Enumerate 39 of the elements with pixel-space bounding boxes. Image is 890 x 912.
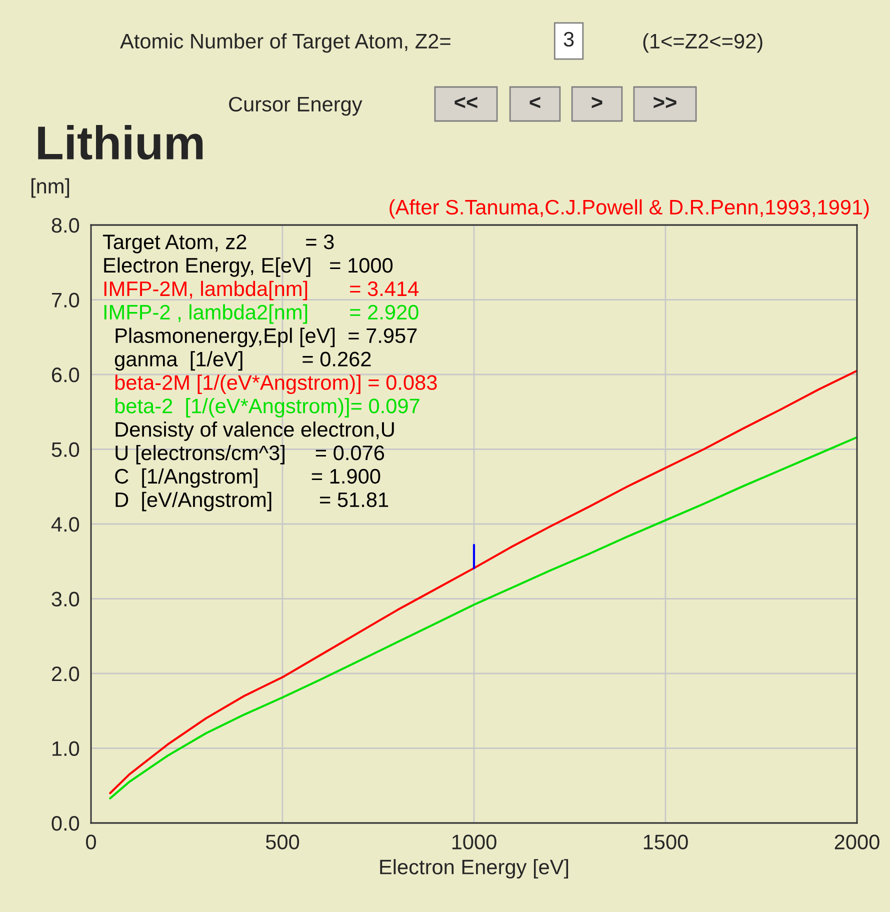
text: << <box>454 96 478 108</box>
y-tick-label: 7.0 <box>52 292 80 308</box>
text: (1<=Z2<=92) <box>643 33 762 53</box>
text: > <box>592 96 602 108</box>
annotation: D [eV/Angstrom] = 51.81 <box>116 492 388 512</box>
text: (After S.Tanuma,C.J.Powell & D.R.Penn,1993,1991) <box>390 199 869 219</box>
annotation: Electron Energy, E[eV] = 1000 <box>104 257 393 277</box>
annotation: Densisty of valence electron,U <box>116 422 394 441</box>
y-axis-title: [nm] <box>31 178 70 198</box>
annotation: IMFP-2M, lambda[nm] = 3.414 <box>104 280 419 300</box>
text: 3 <box>564 32 574 47</box>
annotation: beta-2M [1/(eV*Angstrom)] = 0.083 <box>115 374 437 394</box>
x-tick-label: 2000 <box>834 834 880 850</box>
text: Atomic Number of Target Atom, Z2= <box>120 33 450 53</box>
annotation: ganma [1/eV] = 0.262 <box>114 351 371 371</box>
x-tick-label: 1500 <box>644 834 688 850</box>
text: < <box>530 96 540 108</box>
text: Cursor Energy <box>229 96 362 116</box>
y-tick-label: 2.0 <box>52 666 80 682</box>
x-tick-label: 0 <box>86 834 96 850</box>
x-tick-label: 500 <box>266 834 300 850</box>
text: >> <box>654 96 676 108</box>
line-series <box>109 370 857 794</box>
annotation: IMFP-2 , lambda2[nm] = 2.920 <box>104 304 418 324</box>
y-tick-label: 3.0 <box>52 592 80 607</box>
y-tick-label: 8.0 <box>52 218 80 233</box>
annotation: C [1/Angstrom] = 1.900 <box>115 468 380 488</box>
x-tick-label: 1000 <box>452 834 496 850</box>
chart-title: Lithium <box>38 124 203 160</box>
annotation: beta-2 [1/(eV*Angstrom)]= 0.097 <box>115 398 420 418</box>
annotation: Target Atom, z2 = 3 <box>102 234 334 254</box>
y-tick-label: 0.0 <box>52 816 80 831</box>
x-axis-title: Electron Energy [eV] <box>380 859 568 879</box>
annotation: Plasmonenergy,Epl [eV] = 7.957 <box>116 328 417 348</box>
annotation: U [electrons/cm^3] = 0.076 <box>116 444 384 464</box>
y-tick-label: 5.0 <box>52 442 80 458</box>
y-tick-label: 4.0 <box>51 517 80 532</box>
y-tick-label: 1.0 <box>52 741 80 756</box>
y-tick-label: 6.0 <box>52 368 80 382</box>
